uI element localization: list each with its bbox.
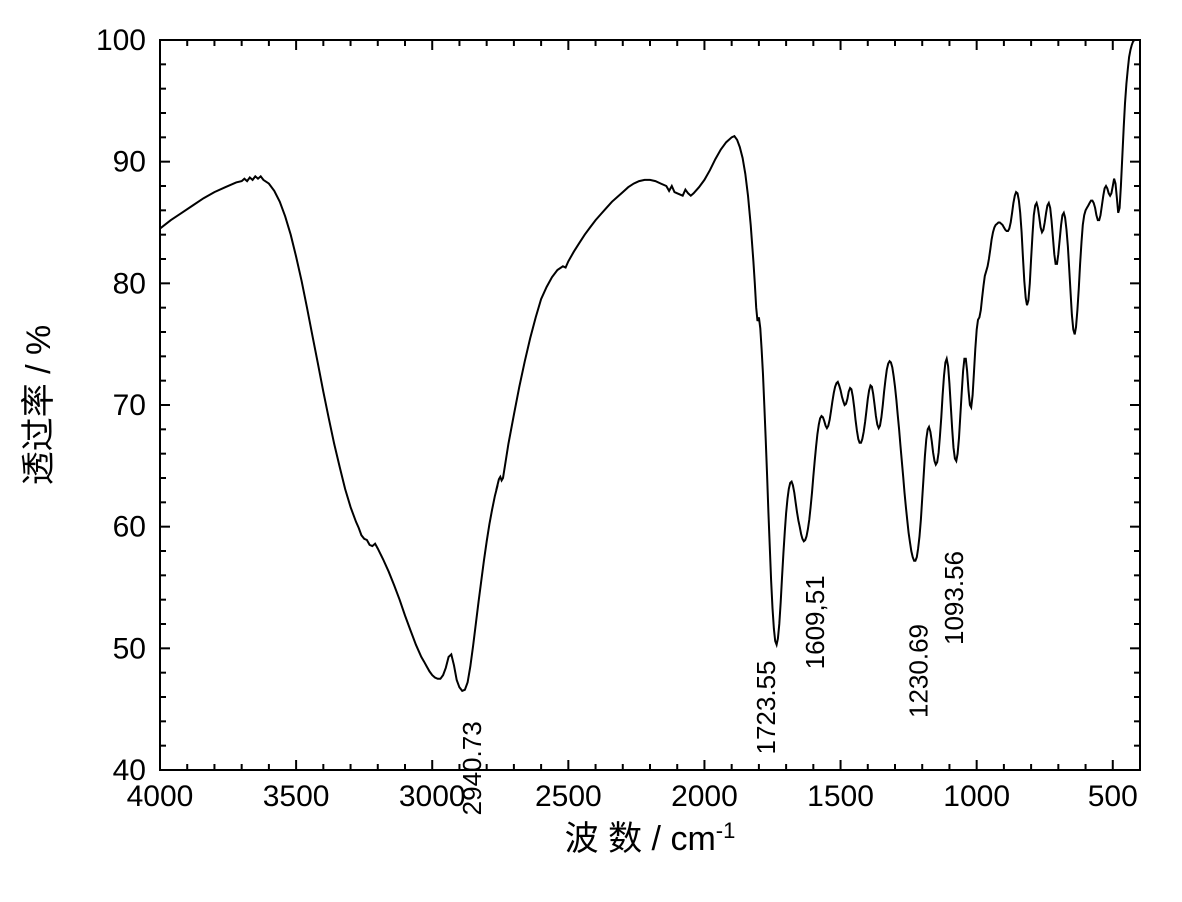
peak-label: 1609,51: [800, 575, 830, 669]
x-tick-label: 500: [1088, 780, 1138, 813]
y-axis-title: 透过率 / %: [20, 325, 58, 486]
peak-label: 1723.55: [751, 661, 781, 755]
peak-label: 2940.73: [457, 721, 487, 815]
peak-label: 1093.56: [939, 551, 969, 645]
chart-svg: 4000350030002500200015001000500405060708…: [0, 0, 1182, 902]
x-axis-title: 波 数 / cm-1: [565, 818, 736, 858]
x-tick-label: 1000: [943, 780, 1010, 813]
x-tick-label: 2500: [535, 780, 602, 813]
spectrum-line: [160, 40, 1135, 691]
y-tick-label: 40: [113, 754, 146, 787]
x-tick-label: 1500: [807, 780, 874, 813]
y-tick-label: 60: [113, 511, 146, 544]
y-tick-label: 100: [96, 24, 146, 57]
y-tick-label: 90: [113, 146, 146, 179]
peak-label: 1230.69: [904, 624, 934, 718]
ir-spectrum-chart: 4000350030002500200015001000500405060708…: [0, 0, 1182, 902]
plot-frame: [160, 40, 1140, 770]
y-tick-label: 80: [113, 267, 146, 300]
x-tick-label: 3500: [263, 780, 330, 813]
y-tick-label: 70: [113, 389, 146, 422]
y-tick-label: 50: [113, 632, 146, 665]
x-tick-label: 2000: [671, 780, 738, 813]
x-tick-label: 3000: [399, 780, 466, 813]
